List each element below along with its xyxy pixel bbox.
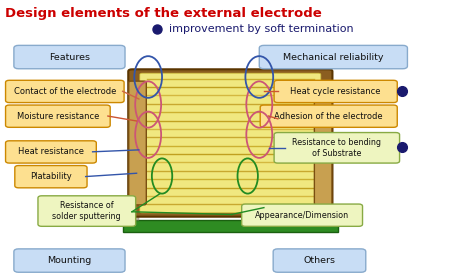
Text: Moisture resistance: Moisture resistance xyxy=(17,112,99,121)
FancyBboxPatch shape xyxy=(6,80,124,103)
Text: Heat resistance: Heat resistance xyxy=(18,147,84,156)
Polygon shape xyxy=(123,201,139,220)
Text: Heat cycle resistance: Heat cycle resistance xyxy=(290,87,381,96)
Text: Resistance to bending
of Substrate: Resistance to bending of Substrate xyxy=(292,138,382,158)
FancyBboxPatch shape xyxy=(15,166,87,188)
FancyBboxPatch shape xyxy=(123,220,338,232)
FancyBboxPatch shape xyxy=(260,105,397,127)
Text: Appearance/Dimension: Appearance/Dimension xyxy=(255,211,349,220)
Text: Others: Others xyxy=(303,256,336,265)
FancyBboxPatch shape xyxy=(242,204,363,226)
FancyBboxPatch shape xyxy=(14,249,125,272)
FancyBboxPatch shape xyxy=(38,196,136,226)
FancyBboxPatch shape xyxy=(140,73,321,213)
Text: Resistance of
solder sputtering: Resistance of solder sputtering xyxy=(52,201,121,221)
Text: Adhesion of the electrode: Adhesion of the electrode xyxy=(275,112,383,121)
Text: Features: Features xyxy=(49,53,90,62)
FancyBboxPatch shape xyxy=(14,45,125,69)
FancyBboxPatch shape xyxy=(274,133,400,163)
Text: Contact of the electrode: Contact of the electrode xyxy=(13,87,116,96)
FancyBboxPatch shape xyxy=(273,249,366,272)
Polygon shape xyxy=(322,201,338,220)
Text: Design elements of the external electrode: Design elements of the external electrod… xyxy=(5,7,321,20)
FancyBboxPatch shape xyxy=(6,141,96,163)
Text: improvement by soft termination: improvement by soft termination xyxy=(169,24,354,34)
Text: Platability: Platability xyxy=(30,172,72,181)
FancyBboxPatch shape xyxy=(128,69,332,217)
FancyBboxPatch shape xyxy=(259,45,407,69)
FancyBboxPatch shape xyxy=(314,81,332,205)
FancyBboxPatch shape xyxy=(129,81,146,205)
Text: Mounting: Mounting xyxy=(47,256,92,265)
Text: Mechanical reliability: Mechanical reliability xyxy=(283,53,384,62)
FancyBboxPatch shape xyxy=(6,105,110,127)
FancyBboxPatch shape xyxy=(274,80,397,103)
